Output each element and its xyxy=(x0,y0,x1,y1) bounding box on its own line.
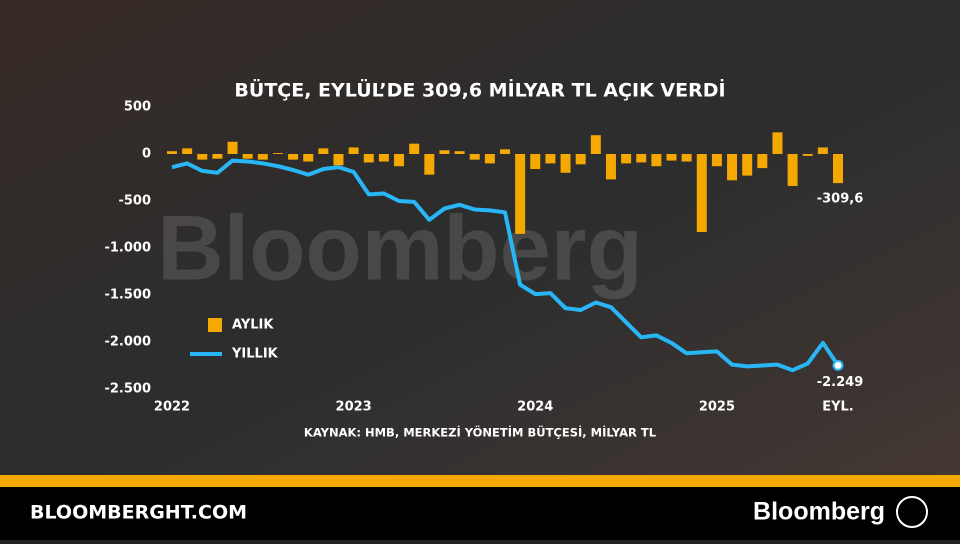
overlay xyxy=(0,0,960,475)
y-tick-label: -1.000 xyxy=(104,241,151,256)
bar xyxy=(787,154,798,186)
y-tick-label: -1.500 xyxy=(104,288,151,303)
watermark: Bloomberg xyxy=(157,197,643,299)
bar xyxy=(590,135,601,154)
bar xyxy=(666,154,677,161)
bar xyxy=(727,154,738,181)
bar xyxy=(621,154,632,164)
bar xyxy=(636,154,647,163)
bar xyxy=(484,154,495,164)
bar xyxy=(469,154,480,160)
y-tick-label: 500 xyxy=(124,100,151,115)
footer-bar xyxy=(0,487,960,540)
bar xyxy=(242,154,253,159)
bar xyxy=(167,151,177,154)
x-tick-label: EYL. xyxy=(822,400,854,415)
bar xyxy=(424,154,435,175)
bar xyxy=(681,154,692,162)
bar xyxy=(560,154,571,173)
line-end-marker xyxy=(832,359,844,371)
bar xyxy=(272,153,283,154)
footer-site: BLOOMBERGHT.COM xyxy=(30,502,247,524)
bar xyxy=(363,154,374,163)
legend-label: AYLIK xyxy=(232,318,274,333)
bar xyxy=(303,154,314,162)
bar xyxy=(515,154,526,234)
bar xyxy=(772,132,783,154)
bar xyxy=(742,154,753,176)
bar-value-label: -309,6 xyxy=(817,192,864,207)
bar xyxy=(439,150,450,154)
bar xyxy=(817,147,828,154)
bar xyxy=(696,154,707,233)
bar xyxy=(833,154,843,184)
bar xyxy=(454,151,465,154)
bar xyxy=(182,148,193,154)
y-tick-label: -2.500 xyxy=(104,382,151,397)
x-tick-label: 2022 xyxy=(154,400,190,415)
bar xyxy=(757,154,768,169)
footer-logo xyxy=(896,496,928,528)
footer-stripe xyxy=(0,475,960,487)
bar xyxy=(227,141,238,154)
bar xyxy=(530,154,541,170)
bar xyxy=(409,143,420,154)
x-tick-label: 2023 xyxy=(336,400,372,415)
line xyxy=(171,158,840,373)
legend-label: YILLIK xyxy=(231,347,279,362)
bar xyxy=(394,154,405,167)
y-tick-label: -2.000 xyxy=(104,335,151,350)
x-tick-label: 2024 xyxy=(517,400,553,415)
bar xyxy=(545,154,556,164)
bar xyxy=(212,154,223,159)
bar xyxy=(257,154,268,160)
bar xyxy=(348,147,359,154)
bar xyxy=(711,154,722,167)
bar xyxy=(575,154,586,165)
bar xyxy=(378,154,389,162)
x-tick-label: 2025 xyxy=(699,400,735,415)
footer-brand: Bloomberg xyxy=(753,498,885,526)
bar xyxy=(318,148,329,154)
bar xyxy=(605,154,616,180)
bar xyxy=(288,154,299,160)
line-value-label: -2.249 xyxy=(817,375,864,390)
source: KAYNAK: HMB, MERKEZİ YÖNETİM BÜTÇESİ, Mİ… xyxy=(304,425,657,440)
bar xyxy=(197,154,208,160)
background xyxy=(0,0,960,475)
chart-title: BÜTÇE, EYLÜL’DE 309,6 MİLYAR TL AÇIK VER… xyxy=(234,78,725,102)
bar xyxy=(500,149,510,154)
bar xyxy=(651,154,662,167)
y-tick-label: 0 xyxy=(142,147,151,162)
bar xyxy=(802,154,813,156)
legend-swatch xyxy=(208,318,222,332)
bar xyxy=(333,154,344,166)
y-tick-label: -500 xyxy=(118,194,151,209)
